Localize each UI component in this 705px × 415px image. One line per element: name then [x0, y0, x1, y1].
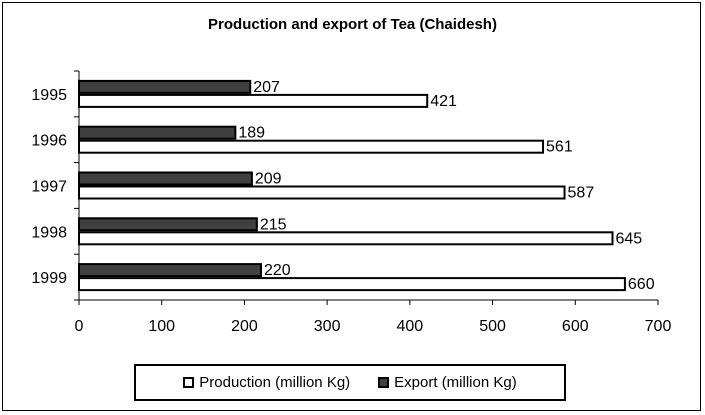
data-label-production-1995: 421	[430, 93, 457, 110]
chart-frame	[2, 2, 701, 411]
legend-swatch-production	[183, 377, 195, 388]
bar-production-1997	[78, 185, 566, 200]
bar-production-1999	[78, 277, 626, 292]
y-tick-label-1997: 1997	[31, 179, 67, 196]
x-tick-label-0: 0	[75, 318, 84, 335]
data-label-production-1999: 660	[628, 276, 655, 293]
x-tick-label-200: 200	[231, 318, 258, 335]
y-tick-label-1995: 1995	[31, 87, 67, 104]
data-label-production-1998: 645	[616, 230, 643, 247]
bar-export-1995	[78, 79, 252, 94]
bar-production-1998	[78, 231, 614, 246]
x-tick-label-500: 500	[479, 318, 506, 335]
x-tick-label-100: 100	[148, 318, 175, 335]
data-label-export-1996: 189	[238, 125, 265, 142]
x-tick-label-700: 700	[645, 318, 672, 335]
data-label-production-1996: 561	[546, 139, 573, 156]
legend-item-export: Export (million Kg)	[378, 374, 517, 391]
bar-export-1997	[78, 171, 253, 186]
bar-production-1995	[78, 93, 429, 108]
data-label-export-1998: 215	[260, 216, 287, 233]
y-tick-label-1996: 1996	[31, 133, 67, 150]
bar-export-1996	[78, 125, 237, 140]
legend: Production (million Kg) Export (million …	[134, 364, 566, 401]
data-label-export-1997: 209	[255, 171, 282, 188]
bar-production-1996	[78, 139, 545, 154]
y-tick-label-1998: 1998	[31, 224, 67, 241]
x-tick-label-300: 300	[314, 318, 341, 335]
x-tick-label-400: 400	[397, 318, 424, 335]
bar-export-1998	[78, 217, 258, 232]
data-label-production-1997: 587	[568, 185, 595, 202]
legend-label-export: Export (million Kg)	[394, 374, 517, 391]
legend-item-production: Production (million Kg)	[183, 374, 350, 391]
data-label-export-1995: 207	[253, 79, 280, 96]
bar-export-1999	[78, 263, 262, 278]
chart-title: Production and export of Tea (Chaidesh)	[208, 16, 497, 33]
data-label-export-1999: 220	[264, 262, 291, 279]
legend-swatch-export	[378, 377, 390, 388]
legend-label-production: Production (million Kg)	[199, 374, 351, 391]
x-tick-label-600: 600	[562, 318, 589, 335]
y-tick-label-1999: 1999	[31, 270, 67, 287]
